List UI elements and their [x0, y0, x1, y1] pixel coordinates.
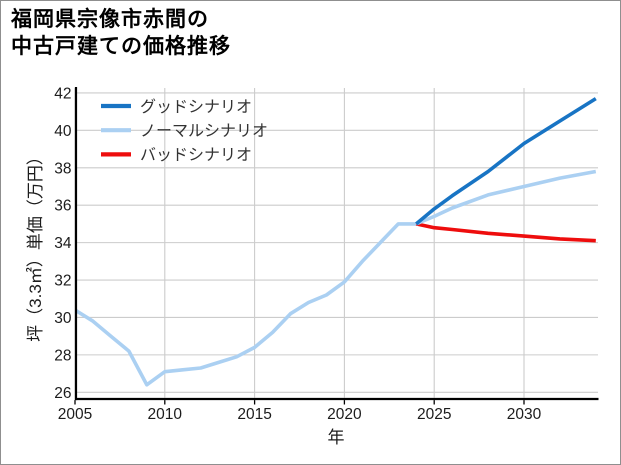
y-tick-label-38: 38 — [54, 160, 71, 177]
x-tick-label-2015: 2015 — [237, 406, 271, 423]
y-tick-label-36: 36 — [54, 198, 71, 215]
chart-title-line2: 中古戸建ての価格推移 — [11, 35, 231, 58]
y-tick-label-28: 28 — [54, 347, 71, 364]
y-tick-label-30: 30 — [54, 310, 72, 327]
series-line-good-scenario — [415, 97, 597, 226]
y-tick-label-40: 40 — [54, 123, 72, 140]
x-axis-title: 年 — [328, 428, 345, 447]
y-tick-label-42: 42 — [54, 85, 71, 102]
x-tick-label-2020: 2020 — [327, 406, 362, 423]
x-tick-label-2030: 2030 — [507, 406, 542, 423]
series-line-price-history — [77, 222, 417, 387]
chart-title-line1: 福岡県宗像市赤間の — [11, 8, 209, 31]
y-tick-label-26: 26 — [54, 385, 71, 402]
legend-label-1: ノーマルシナリオ — [140, 123, 268, 140]
y-tick-label-32: 32 — [54, 273, 71, 290]
series-line-normal-scenario — [415, 169, 597, 226]
x-tick-label-2010: 2010 — [148, 406, 183, 423]
y-axis-title: 坪（3.3㎡）単価（万円） — [26, 148, 45, 342]
x-tick-label-2025: 2025 — [417, 406, 451, 423]
y-tick-label-34: 34 — [54, 235, 72, 252]
x-tick-label-2005: 2005 — [58, 406, 92, 423]
legend-label-0: グッドシナリオ — [140, 98, 252, 116]
legend-label-2: バッドシナリオ — [140, 147, 252, 164]
series-line-bad-scenario — [415, 222, 596, 243]
chart-title: 福岡県宗像市赤間の 中古戸建ての価格推移 — [11, 6, 231, 60]
